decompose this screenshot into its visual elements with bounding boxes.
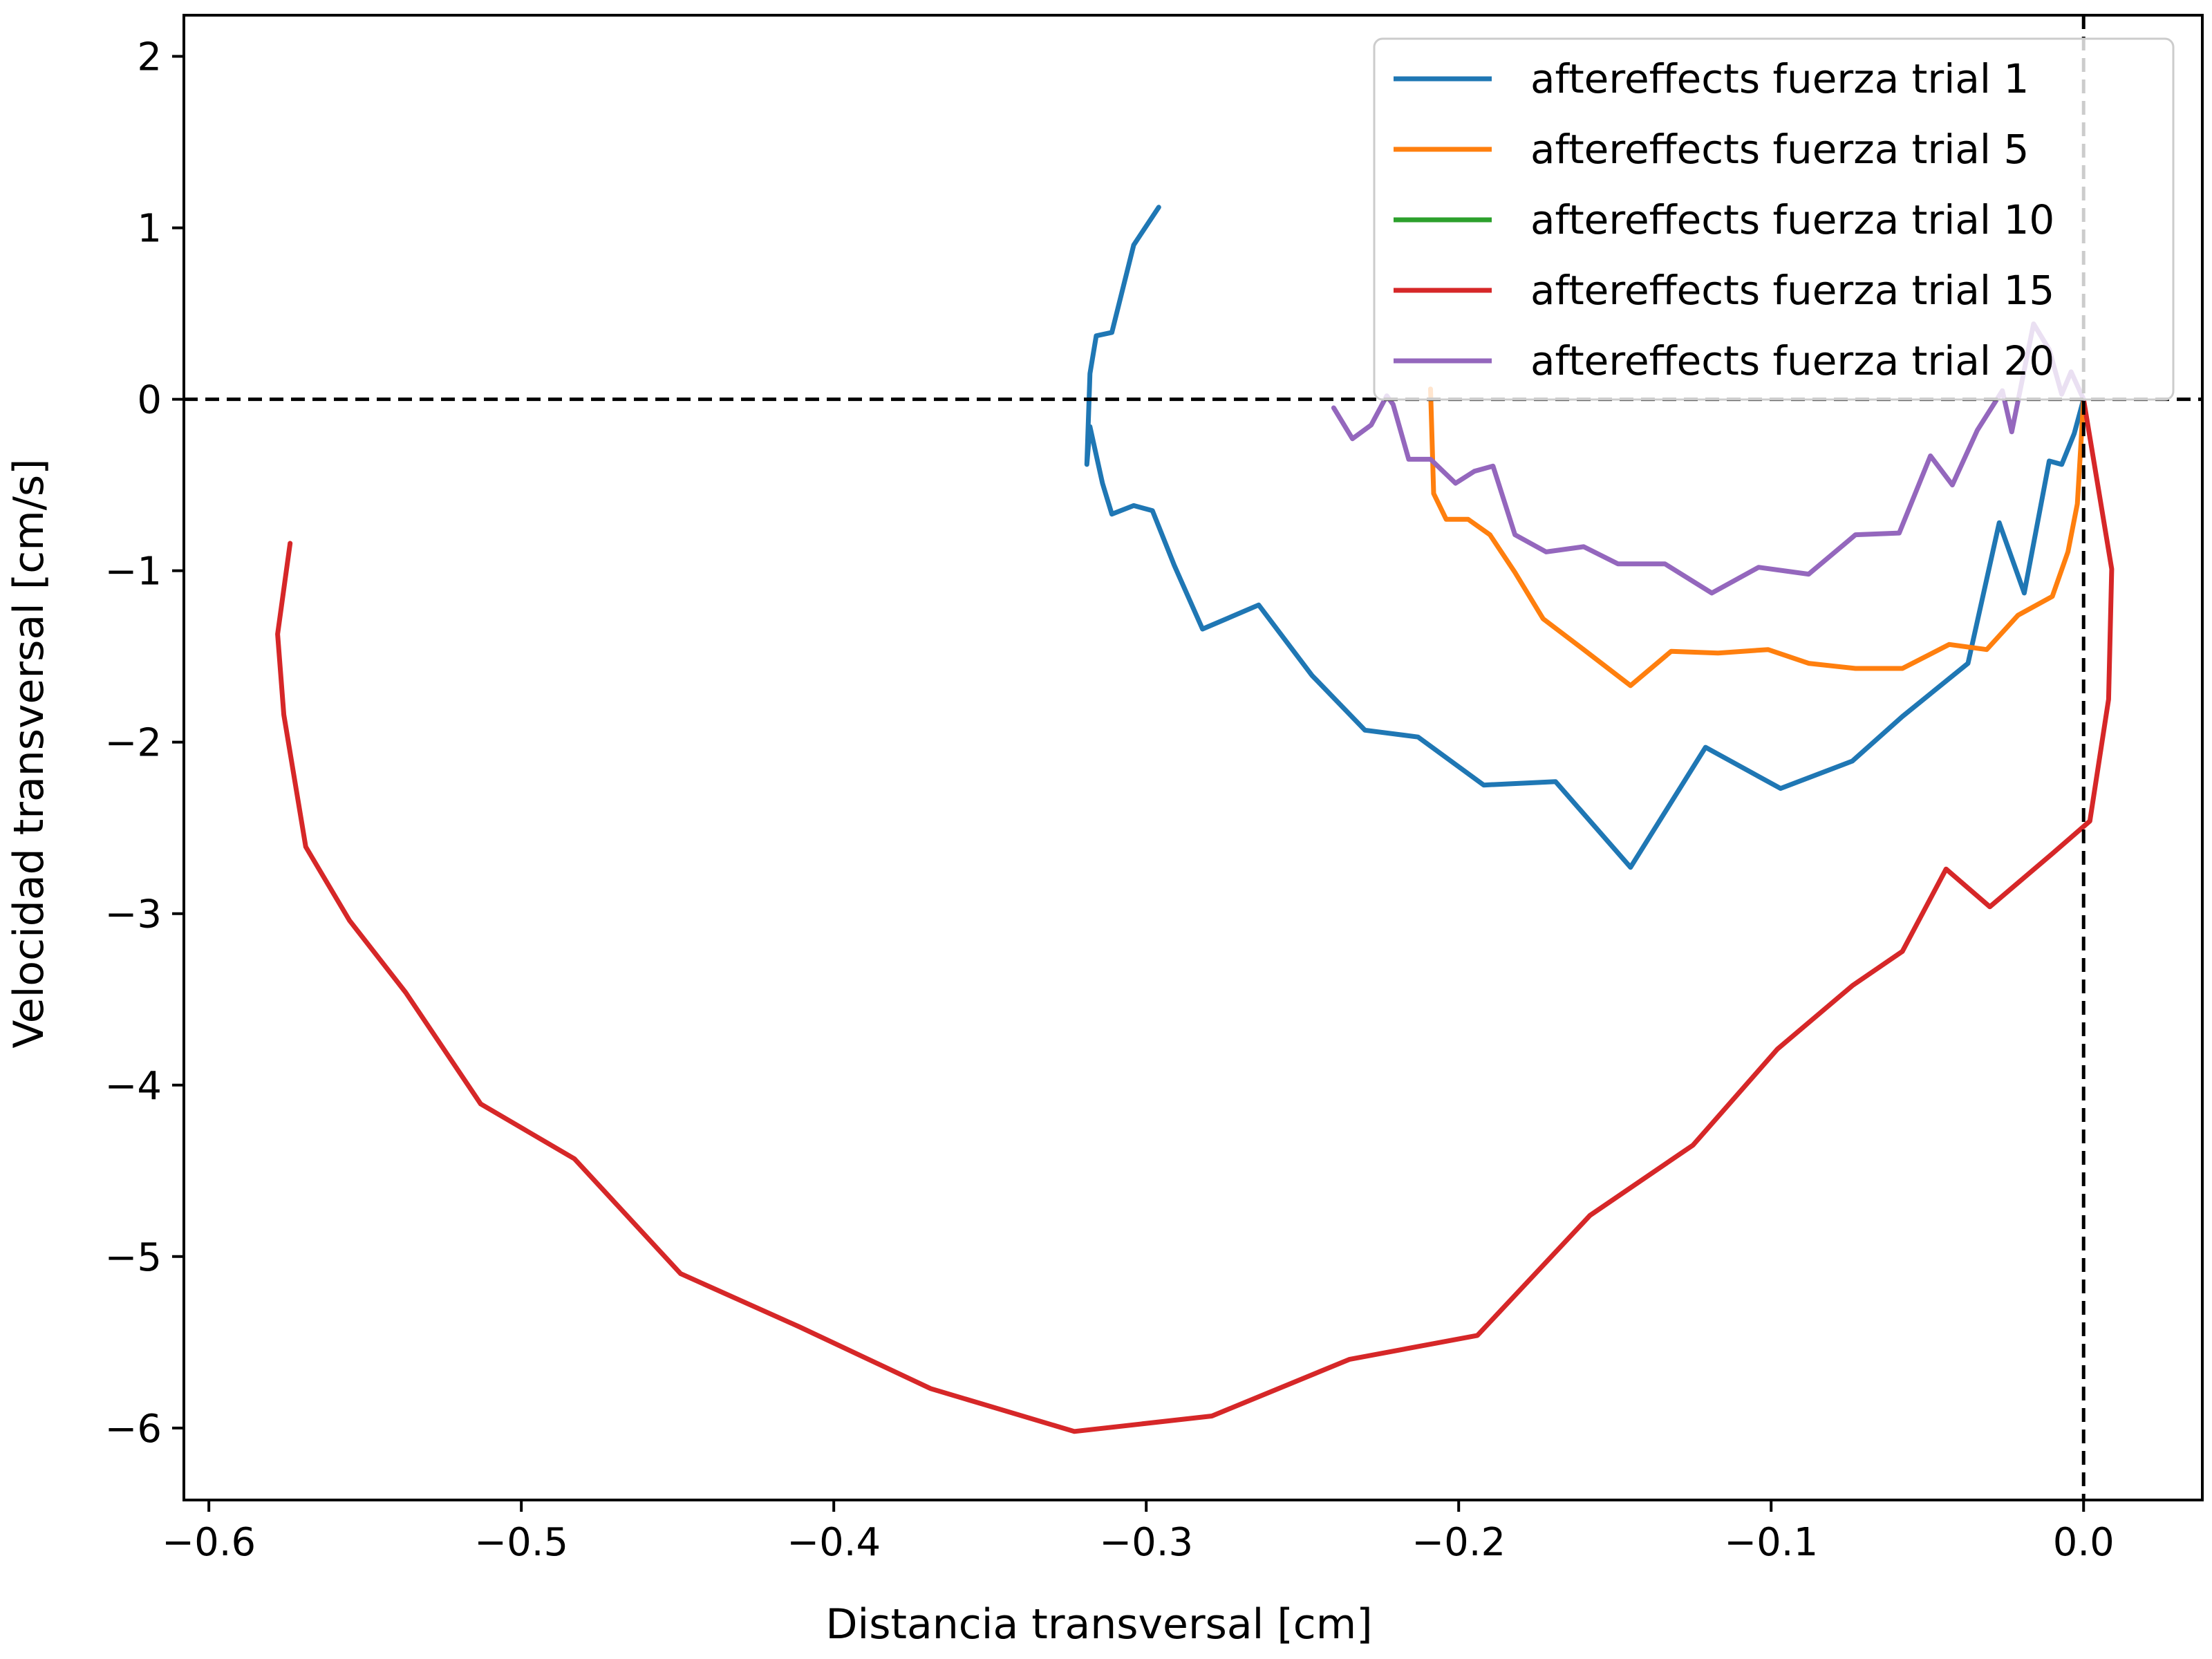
legend-label-3: aftereffects fuerza trial 15 (1530, 267, 2054, 314)
legend-box (1373, 37, 2175, 401)
x-axis-label: Distancia transversal [cm] (825, 1600, 1372, 1649)
x-axis-ticks: −0.6 −0.5 −0.4 −0.3 −0.2 −0.1 0.0 (162, 1500, 2115, 1565)
y-tick-label: −5 (104, 1235, 162, 1280)
series-line-4 (1331, 321, 2086, 596)
series-line-1 (1428, 386, 2086, 688)
x-tick-label: 0.0 (2053, 1520, 2115, 1565)
x-tick-label: −0.4 (787, 1520, 881, 1565)
legend-label-0: aftereffects fuerza trial 1 (1530, 55, 2029, 102)
series-line-3 (275, 397, 2115, 1434)
y-tick-label: 0 (137, 378, 162, 423)
y-tick-label: −1 (104, 550, 162, 594)
y-tick-label: 2 (137, 35, 162, 80)
y-axis-label: Velocidad transversal [cm/s] (5, 458, 53, 1048)
x-tick-label: −0.3 (1099, 1520, 1193, 1565)
x-tick-label: −0.2 (1412, 1520, 1506, 1565)
y-tick-label: −2 (104, 721, 162, 766)
legend-label-4: aftereffects fuerza trial 20 (1530, 337, 2054, 384)
series-line-0 (1084, 205, 2086, 870)
y-tick-label: −4 (104, 1064, 162, 1109)
y-tick-label: 1 (137, 207, 162, 252)
x-tick-label: −0.5 (474, 1520, 568, 1565)
legend: aftereffects fuerza trial 1 aftereffects … (1373, 37, 2175, 401)
y-tick-label: −3 (104, 892, 162, 937)
x-tick-label: −0.1 (1724, 1520, 1818, 1565)
legend-label-1: aftereffects fuerza trial 5 (1530, 126, 2029, 173)
plot-area (182, 14, 2204, 1501)
x-tick-label: −0.6 (162, 1520, 256, 1565)
y-axis-ticks: 2 1 0 −1 −2 −3 −4 −5 −6 (104, 35, 184, 1452)
legend-label-2: aftereffects fuerza trial 10 (1530, 196, 2054, 243)
axes-frame (182, 14, 2204, 1501)
y-tick-label: −6 (104, 1407, 162, 1452)
